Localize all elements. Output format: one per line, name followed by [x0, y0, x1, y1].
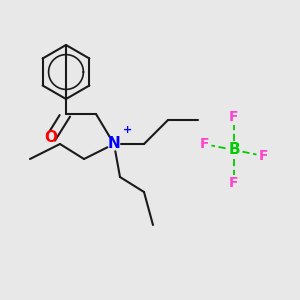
- Text: F: F: [199, 137, 209, 151]
- Text: F: F: [259, 149, 269, 163]
- Text: B: B: [228, 142, 240, 158]
- Text: N: N: [108, 136, 120, 152]
- Text: F: F: [229, 110, 239, 124]
- Text: F: F: [229, 176, 239, 190]
- Text: +: +: [123, 125, 132, 136]
- Text: O: O: [44, 130, 58, 146]
